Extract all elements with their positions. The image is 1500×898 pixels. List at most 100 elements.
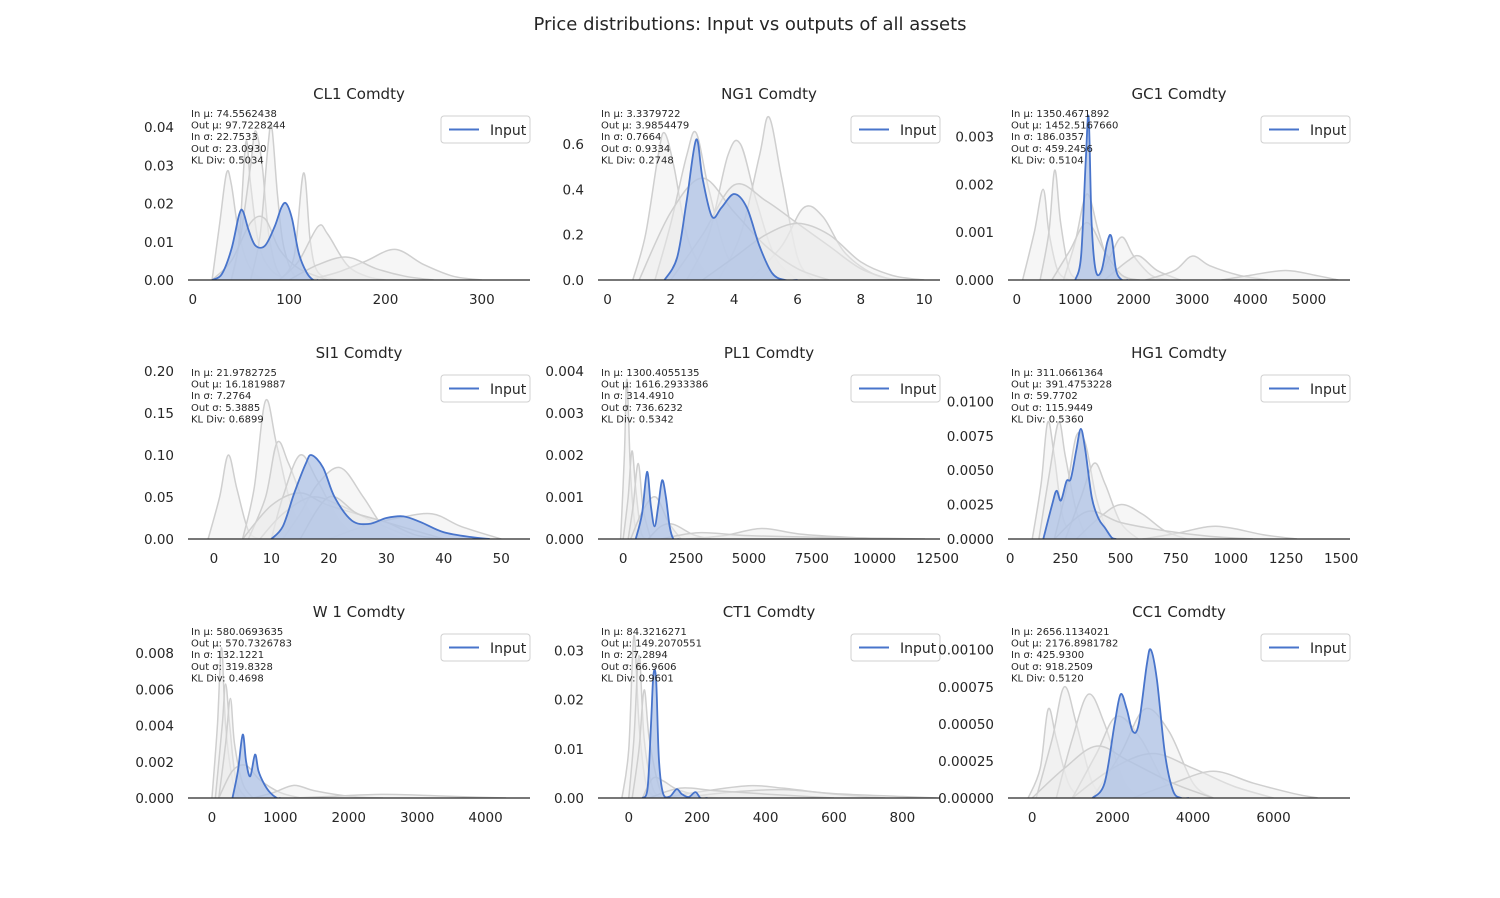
stat-line: In μ: 84.3216271 bbox=[601, 627, 687, 638]
x-tick-label: 0 bbox=[1028, 810, 1037, 826]
stat-line: In σ: 186.0357 bbox=[1011, 132, 1084, 143]
stat-line: Out σ: 459.2456 bbox=[1011, 144, 1093, 155]
subplot-title: CC1 Comdty bbox=[1132, 603, 1226, 621]
y-tick-label: 0.003 bbox=[955, 130, 994, 146]
subplot-title: PL1 Comdty bbox=[724, 344, 814, 362]
stat-line: Out σ: 736.6232 bbox=[601, 403, 683, 414]
y-tick-label: 0.004 bbox=[135, 719, 174, 735]
input-series-line bbox=[1074, 114, 1128, 280]
x-tick-label: 40 bbox=[435, 551, 452, 567]
y-tick-label: 0.00 bbox=[554, 791, 584, 807]
legend: Input bbox=[850, 374, 941, 403]
x-tick-label: 0 bbox=[619, 551, 628, 567]
input-series-line bbox=[270, 454, 490, 539]
y-tick-label: 0.002 bbox=[545, 448, 584, 464]
stat-line: KL Div: 0.5104 bbox=[1011, 155, 1084, 166]
legend: Input bbox=[850, 633, 941, 662]
x-tick-label: 0 bbox=[208, 810, 217, 826]
output-series-7-line bbox=[660, 531, 925, 539]
stat-line: In μ: 580.0693635 bbox=[191, 627, 283, 638]
stat-line: Out σ: 0.9334 bbox=[601, 144, 670, 155]
x-tick-label: 5000 bbox=[1292, 292, 1326, 308]
legend-box bbox=[1260, 115, 1351, 144]
x-tick-label: 50 bbox=[493, 551, 510, 567]
output-series-1-line bbox=[207, 454, 261, 539]
x-tick-label: 4000 bbox=[1176, 810, 1210, 826]
output-series-6-line bbox=[1145, 255, 1269, 280]
stat-line: Out μ: 97.7228244 bbox=[191, 121, 286, 132]
x-tick-label: 10 bbox=[916, 292, 933, 308]
stat-line: Out σ: 23.0930 bbox=[191, 144, 267, 155]
stat-line: Out μ: 1616.2933386 bbox=[601, 380, 708, 391]
plot-area bbox=[632, 116, 925, 280]
y-tick-label: 0.003 bbox=[545, 406, 584, 422]
plot-area bbox=[621, 635, 937, 798]
y-tick-label: 0.00 bbox=[144, 532, 174, 548]
subplot-2: 0 2 4 6 8 10 0.0 0.2 0.4 0.6 NG1 Comdty In μ: 3.337… bbox=[563, 85, 941, 308]
y-tick-label: 0.002 bbox=[135, 755, 174, 771]
x-tick-label: 0 bbox=[210, 551, 219, 567]
output-series-1-fill bbox=[621, 635, 657, 798]
output-series-8-fill bbox=[1051, 222, 1140, 280]
stat-line: In σ: 0.7664 bbox=[601, 132, 661, 143]
x-tick-label: 12500 bbox=[916, 551, 959, 567]
output-series-1-line bbox=[619, 378, 642, 539]
input-series-line bbox=[211, 201, 319, 280]
x-tick-label: 4000 bbox=[468, 810, 502, 826]
y-tick-label: 0.000 bbox=[955, 273, 994, 289]
stat-line: KL Div: 0.4698 bbox=[191, 673, 264, 684]
x-tick-label: 4 bbox=[730, 292, 739, 308]
stat-line: In σ: 132.1221 bbox=[191, 650, 264, 661]
y-tick-label: 0.20 bbox=[144, 364, 174, 380]
y-tick-label: 0.4 bbox=[563, 182, 584, 198]
stat-line: KL Div: 0.6899 bbox=[191, 414, 264, 425]
output-series-3-fill bbox=[1063, 193, 1128, 280]
stat-line: KL Div: 0.5360 bbox=[1011, 414, 1084, 425]
stat-line: Out σ: 115.9449 bbox=[1011, 403, 1093, 414]
output-series-2-line bbox=[1039, 169, 1082, 280]
y-tick-label: 0.6 bbox=[563, 137, 584, 153]
output-series-7-fill bbox=[1132, 771, 1318, 798]
y-tick-label: 0.0025 bbox=[947, 498, 994, 514]
legend: Input bbox=[1260, 115, 1351, 144]
stat-line: Out σ: 66.9606 bbox=[601, 662, 677, 673]
output-series-7-line bbox=[308, 248, 482, 280]
output-series-5-fill bbox=[1104, 255, 1181, 280]
y-tick-label: 0.0100 bbox=[947, 394, 994, 410]
x-tick-label: 1500 bbox=[1324, 551, 1358, 567]
stat-line: Out μ: 16.1819887 bbox=[191, 380, 286, 391]
legend-box bbox=[850, 374, 941, 403]
stat-line: Out μ: 2176.8981782 bbox=[1011, 639, 1118, 650]
y-tick-label: 0.10 bbox=[144, 448, 174, 464]
y-tick-label: 0.00025 bbox=[938, 754, 994, 770]
output-series-1-line bbox=[1021, 188, 1070, 280]
x-tick-label: 0 bbox=[1012, 292, 1021, 308]
x-tick-label: 5000 bbox=[732, 551, 766, 567]
stat-line: KL Div: 0.5120 bbox=[1011, 673, 1084, 684]
y-tick-label: 0.03 bbox=[144, 158, 174, 174]
legend-label: Input bbox=[1310, 641, 1347, 657]
stat-line: In μ: 74.5562438 bbox=[191, 109, 277, 120]
x-tick-label: 1000 bbox=[1058, 292, 1092, 308]
legend-label: Input bbox=[1310, 123, 1347, 139]
subplot-title: W 1 Comdty bbox=[313, 603, 406, 621]
stat-line: In σ: 425.9300 bbox=[1011, 650, 1084, 661]
y-tick-label: 0.01 bbox=[554, 742, 584, 758]
stat-line: Out σ: 918.2509 bbox=[1011, 662, 1093, 673]
y-tick-label: 0.15 bbox=[144, 406, 174, 422]
x-tick-label: 800 bbox=[889, 810, 915, 826]
input-series-line bbox=[663, 138, 798, 280]
x-tick-label: 1000 bbox=[263, 810, 297, 826]
x-tick-label: 2500 bbox=[669, 551, 703, 567]
subplot-3: 0 1000 2000 3000 4000 5000 0.000 0.001 0.002 0.00… bbox=[955, 85, 1351, 308]
y-tick-label: 0.0 bbox=[563, 273, 584, 289]
x-tick-label: 10000 bbox=[853, 551, 896, 567]
output-series-1-line bbox=[621, 635, 657, 798]
stat-line: In μ: 3.3379722 bbox=[601, 109, 680, 120]
y-tick-label: 0.0000 bbox=[947, 532, 994, 548]
figure-title: Price distributions: Input vs outputs of… bbox=[533, 14, 967, 35]
x-tick-label: 3000 bbox=[400, 810, 434, 826]
x-tick-label: 1250 bbox=[1269, 551, 1303, 567]
legend-box bbox=[440, 633, 531, 662]
